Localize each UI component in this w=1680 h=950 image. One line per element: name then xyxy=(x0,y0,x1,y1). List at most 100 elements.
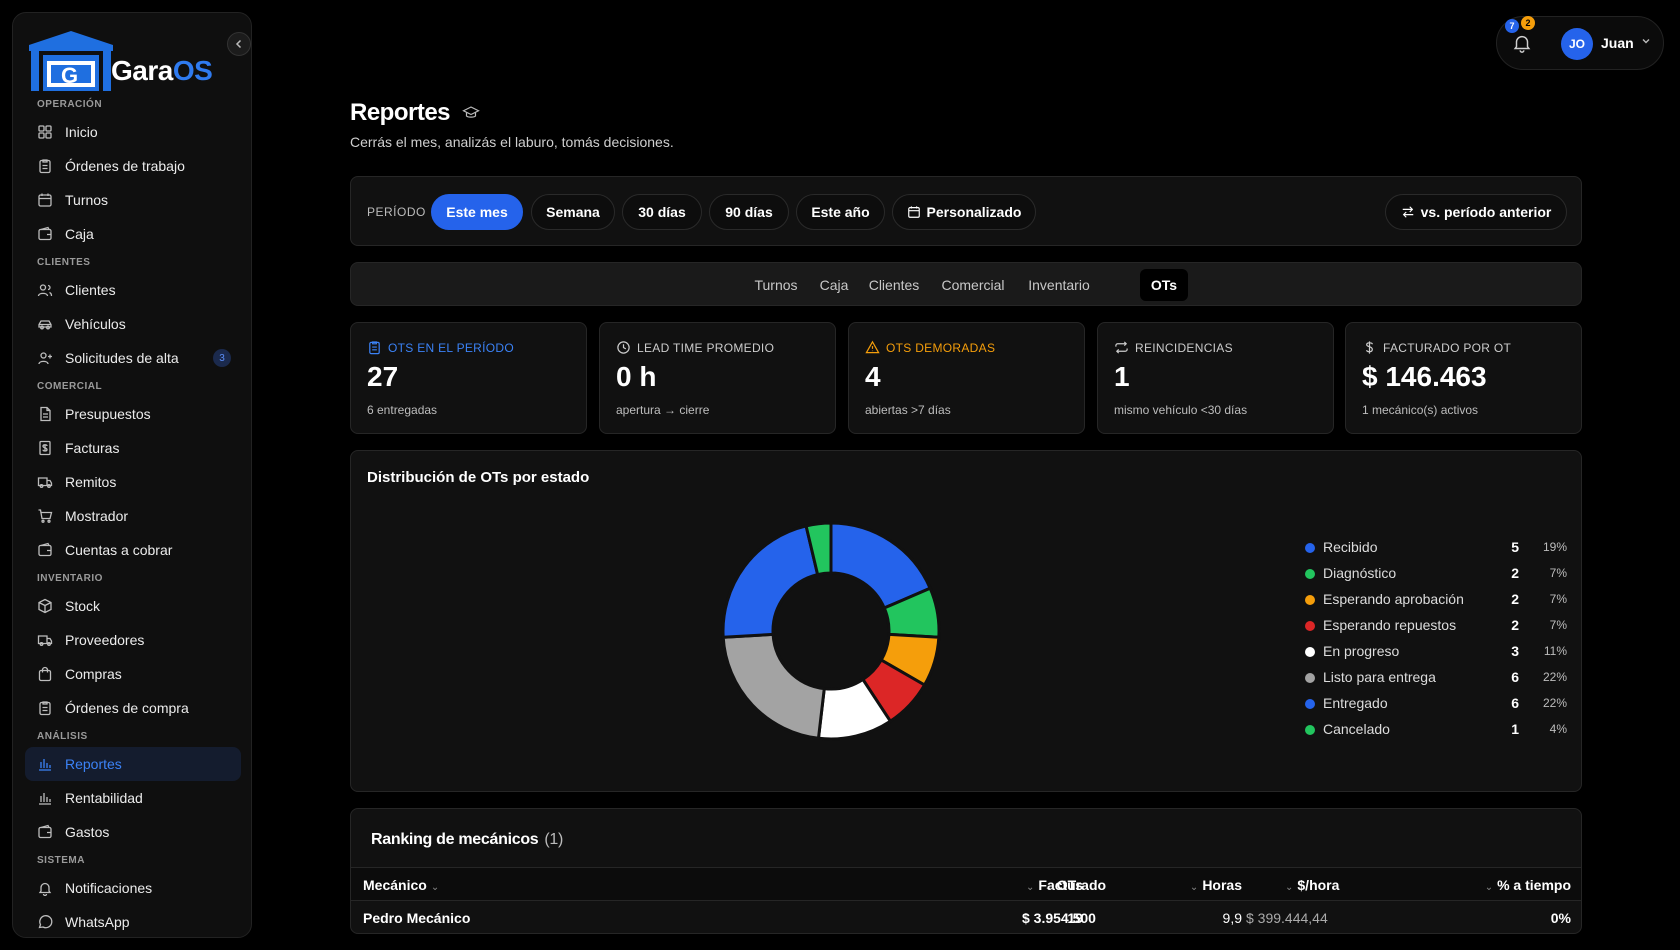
sidebar-item-label: Notificaciones xyxy=(65,880,153,896)
ranking-count: (1) xyxy=(544,831,564,848)
period-option-label: Este mes xyxy=(446,204,508,220)
sidebar-item-ordenes-de-trabajo[interactable]: Órdenes de trabajo xyxy=(25,149,241,183)
sidebar-item-clientes[interactable]: Clientes xyxy=(25,273,241,307)
sidebar-item-mostrador[interactable]: Mostrador xyxy=(25,499,241,533)
sort-chevron-icon: ⌄ xyxy=(1484,882,1494,893)
legend-color-dot xyxy=(1305,699,1315,709)
sidebar-item-notificaciones[interactable]: Notificaciones xyxy=(25,871,241,905)
legend-value: 6 xyxy=(1511,695,1519,711)
tab-label: Inventario xyxy=(1028,277,1090,293)
tab-caja[interactable]: Caja xyxy=(813,269,855,301)
sidebar-item-compras[interactable]: Compras xyxy=(25,657,241,691)
sidebar-item-proveedores[interactable]: Proveedores xyxy=(25,623,241,657)
sidebar-item-remitos[interactable]: Remitos xyxy=(25,465,241,499)
column-header-facturado[interactable]: ⌄ Facturado xyxy=(1022,877,1106,893)
sidebar-item-label: Mostrador xyxy=(65,508,129,524)
period-option-este-mes[interactable]: Este mes xyxy=(431,194,523,230)
notification-count-badge: 7 xyxy=(1505,19,1519,33)
sidebar-section-title: OPERACIÓN xyxy=(37,99,103,110)
cell-facturado: $ 3.954.500 xyxy=(1022,910,1096,926)
legend-item: Listo para entrega 6 22% xyxy=(1305,665,1567,691)
legend-value: 2 xyxy=(1511,565,1519,581)
legend-percent: 11% xyxy=(1543,644,1567,658)
bag-icon xyxy=(37,666,53,682)
sidebar-item-turnos[interactable]: Turnos xyxy=(25,183,241,217)
wallet-icon xyxy=(37,542,53,558)
legend-item: Esperando repuestos 2 7% xyxy=(1305,613,1567,639)
calendar-icon xyxy=(37,192,53,208)
sidebar-item-rentabilidad[interactable]: Rentabilidad xyxy=(25,781,241,815)
sidebar-item-label: Gastos xyxy=(65,824,110,840)
garaos-logo[interactable]: G GaraOS xyxy=(27,25,237,95)
column-header-horas[interactable]: ⌄ Horas xyxy=(1186,877,1242,893)
sidebar-item-label: Solicitudes de alta xyxy=(65,350,179,366)
collapse-sidebar-button[interactable] xyxy=(227,32,251,56)
period-option-personalizado[interactable]: Personalizado xyxy=(892,194,1036,230)
legend-value: 1 xyxy=(1511,721,1519,737)
sort-chevron-icon: ⌄ xyxy=(1044,882,1053,893)
sidebar-item-vehiculos[interactable]: Vehículos xyxy=(25,307,241,341)
user-name[interactable]: Juan xyxy=(1601,35,1634,51)
ot-status-donut-chart xyxy=(721,521,941,741)
column-header-mecanico[interactable]: Mecánico ⌄ xyxy=(363,877,443,893)
period-option-30-dias[interactable]: 30 días xyxy=(622,194,702,230)
tab-inventario[interactable]: Inventario xyxy=(1020,269,1098,301)
period-option-90-dias[interactable]: 90 días xyxy=(709,194,789,230)
sidebar-item-presupuestos[interactable]: Presupuestos xyxy=(25,397,241,431)
sidebar-item-inicio[interactable]: Inicio xyxy=(25,115,241,149)
compare-previous-period-button[interactable]: vs. período anterior xyxy=(1385,194,1567,230)
sidebar-item-label: Facturas xyxy=(65,440,120,456)
legend-label: Esperando aprobación xyxy=(1323,591,1464,607)
kpi-label: FACTURADO POR OT xyxy=(1362,340,1511,355)
sidebar-item-caja[interactable]: Caja xyxy=(25,217,241,251)
tab-comercial[interactable]: Comercial xyxy=(933,269,1013,301)
sidebar-item-stock[interactable]: Stock xyxy=(25,589,241,623)
sidebar-item-label: Vehículos xyxy=(65,316,126,332)
kpi-label: OTS DEMORADAS xyxy=(865,340,995,355)
avatar[interactable]: JO xyxy=(1561,28,1593,60)
sidebar-item-label: Reportes xyxy=(65,756,122,772)
column-header-a-tiempo[interactable]: ⌄% a tiempo xyxy=(1481,877,1571,893)
period-option-semana[interactable]: Semana xyxy=(531,194,615,230)
sidebar-item-gastos[interactable]: Gastos xyxy=(25,815,241,849)
column-header-por-hora[interactable]: ⌄ $/hora xyxy=(1281,877,1339,893)
tab-label: Clientes xyxy=(868,277,920,293)
donut-slice-listo-para-entrega[interactable] xyxy=(721,632,826,740)
sidebar-item-cuentas-a-cobrar[interactable]: Cuentas a cobrar xyxy=(25,533,241,567)
legend-item: Cancelado 1 4% xyxy=(1305,717,1567,743)
sidebar-item-facturas[interactable]: Facturas xyxy=(25,431,241,465)
column-label: Horas xyxy=(1202,877,1242,893)
legend-label: Listo para entrega xyxy=(1323,669,1436,685)
sidebar-item-reportes[interactable]: Reportes xyxy=(25,747,241,781)
ranking-title-text: Ranking de mecánicos xyxy=(371,831,539,848)
sidebar-item-label: WhatsApp xyxy=(65,914,130,930)
tab-clientes[interactable]: Clientes xyxy=(863,269,925,301)
sidebar-item-solicitudes-de-alta[interactable]: Solicitudes de alta 3 xyxy=(25,341,241,375)
notifications-button[interactable] xyxy=(1511,32,1533,54)
alert-count-badge: 2 xyxy=(1521,16,1535,30)
column-header-ots[interactable]: ⌄ OTs xyxy=(1040,877,1083,893)
sidebar-item-label: Rentabilidad xyxy=(65,790,143,806)
kpi-card-facturado-por-ot: FACTURADO POR OT $ 146.463 1 mecánico(s)… xyxy=(1345,322,1582,434)
truck-icon xyxy=(37,474,53,490)
donut-slice-entregado[interactable] xyxy=(721,524,820,639)
sidebar-item-whatsapp[interactable]: WhatsApp xyxy=(25,905,241,937)
tab-label: Comercial xyxy=(941,277,1005,293)
legend-color-dot xyxy=(1305,673,1315,683)
table-row[interactable]: Pedro Mecánico 19 9,9 $ 3.954.500 $ 399.… xyxy=(351,901,1581,933)
period-option-este-ano[interactable]: Este año xyxy=(796,194,885,230)
period-option-label: 30 días xyxy=(638,204,686,220)
sort-chevron-icon: ⌄ xyxy=(1189,882,1199,893)
period-label: PERÍODO xyxy=(367,205,426,219)
tab-turnos[interactable]: Turnos xyxy=(747,269,805,301)
legend-label: Entregado xyxy=(1323,695,1388,711)
legend-value: 5 xyxy=(1511,539,1519,555)
tab-label: OTs xyxy=(1150,277,1178,293)
chat-icon xyxy=(37,914,53,930)
tab-ots[interactable]: OTs xyxy=(1140,269,1188,301)
graduation-cap-icon[interactable] xyxy=(462,104,480,122)
donut-slice-cancelado[interactable] xyxy=(804,521,833,577)
chevron-down-icon[interactable] xyxy=(1641,36,1651,49)
svg-text:G: G xyxy=(61,63,78,88)
sidebar-item-ordenes-de-compra[interactable]: Órdenes de compra xyxy=(25,691,241,725)
